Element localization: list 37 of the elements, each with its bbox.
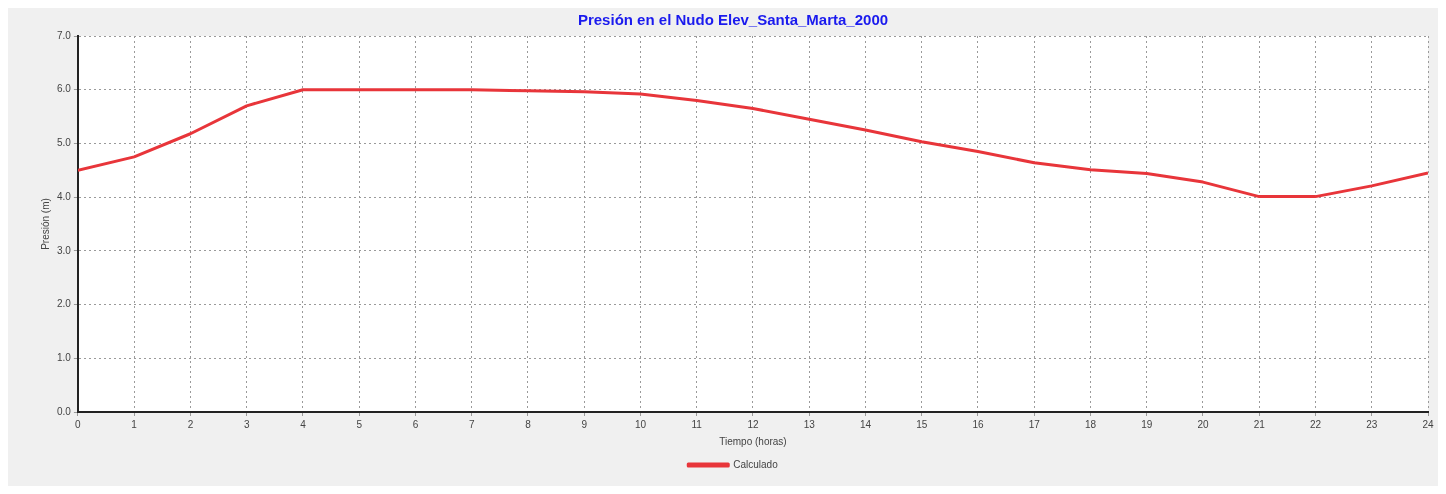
chart-title: Presión en el Nudo Elev_Santa_Marta_2000: [577, 11, 889, 29]
x-tick-label: 24: [1422, 418, 1434, 430]
x-tick-label: 7: [468, 418, 475, 430]
x-axis-title: Tiempo (horas): [719, 435, 787, 447]
x-tick-label: 2: [187, 418, 194, 430]
y-axis-title: Presión (m): [39, 198, 51, 250]
x-tick-label: 8: [525, 418, 532, 430]
x-tick-label: 5: [356, 418, 363, 430]
x-tick-label: 12: [747, 418, 759, 430]
x-tick-label: 17: [1028, 418, 1041, 430]
y-tick-label: 0.0: [57, 405, 72, 417]
x-tick-label: 9: [581, 418, 588, 430]
x-tick-label: 22: [1309, 418, 1322, 430]
x-tick-label: 6: [412, 418, 419, 430]
x-tick-label: 4: [300, 418, 307, 430]
x-tick-label: 21: [1253, 418, 1266, 430]
x-tick-label: 13: [803, 418, 816, 430]
x-tick-label: 1: [131, 418, 138, 430]
x-tick-label: 18: [1084, 418, 1097, 430]
legend-label: Calculado: [733, 458, 779, 470]
x-tick-label: 3: [243, 418, 250, 430]
y-tick-label: 2.0: [57, 298, 72, 310]
x-tick-label: 14: [859, 418, 872, 430]
y-tick-label: 3.0: [57, 244, 72, 256]
x-tick-label: 15: [916, 418, 928, 430]
x-tick-label: 20: [1197, 418, 1209, 430]
x-tick-label: 11: [691, 418, 703, 430]
y-tick-label: 4.0: [57, 190, 72, 202]
y-tick-label: 7.0: [57, 29, 72, 41]
x-tick-label: 0: [75, 418, 82, 430]
x-tick-label: 23: [1366, 418, 1378, 430]
y-tick-label: 6.0: [57, 83, 72, 95]
x-tick-label: 19: [1141, 418, 1153, 430]
x-tick-label: 10: [634, 418, 647, 430]
x-tick-label: 16: [972, 418, 984, 430]
y-tick-label: 5.0: [57, 137, 72, 149]
y-tick-label: 1.0: [57, 352, 72, 364]
